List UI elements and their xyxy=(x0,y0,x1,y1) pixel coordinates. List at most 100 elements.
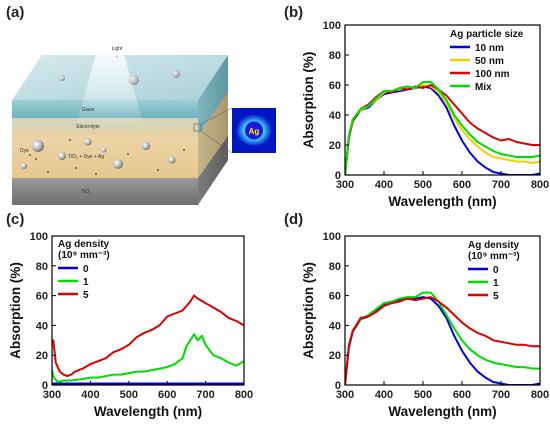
y-tick-label: 60 xyxy=(36,291,48,303)
legend-title: (10⁹ mm⁻³) xyxy=(468,251,520,262)
legend-entry: 0 xyxy=(493,265,499,276)
zoom-line xyxy=(200,130,233,154)
y-axis-label: Absorption (%) xyxy=(301,52,316,149)
x-tick-label: 800 xyxy=(531,179,549,191)
label-tio2-dye-ag: TiO₂ + Dye + Ag xyxy=(68,154,104,160)
legend-entry: 1 xyxy=(493,278,499,289)
x-tick-label: 700 xyxy=(492,389,510,401)
y-tick-label: 40 xyxy=(329,110,341,122)
ag-particle xyxy=(101,147,107,153)
ag-particle xyxy=(21,163,27,169)
layer-tio2-dye-ag xyxy=(12,135,198,178)
panel-d: (d) 300 400 500 600 700 800 0 20 40 60 80 100 Wavele… xyxy=(284,211,549,419)
cell-side-glass xyxy=(198,55,228,135)
cell-side-base xyxy=(198,136,228,205)
plot-frame xyxy=(51,235,245,386)
dye-molecules xyxy=(29,139,185,175)
panel-label-d: (d) xyxy=(284,211,303,228)
series-group xyxy=(345,291,540,385)
y-tick-label: 20 xyxy=(329,140,341,152)
y-tick-label: 20 xyxy=(329,350,341,362)
y-tick-label: 100 xyxy=(323,20,341,32)
x-axis-label: Wavelength (nm) xyxy=(94,404,202,419)
series-line-1 xyxy=(52,333,244,383)
y-tick-label: 0 xyxy=(42,380,48,392)
legend-entry: 5 xyxy=(493,291,499,302)
ag-particle xyxy=(32,140,44,152)
x-axis-label: Wavelength (nm) xyxy=(388,404,496,419)
ag-particle xyxy=(129,75,139,85)
legend-entry: 50 nm xyxy=(475,56,504,67)
panel-b: (b) 300 400 500 600 700 800 0 20 40 60 80 100 Wavele… xyxy=(284,4,549,209)
ag-sphere-core xyxy=(245,121,263,140)
series-line-1 xyxy=(345,291,540,385)
ag-particle xyxy=(113,159,123,169)
x-tick-label: 300 xyxy=(336,389,354,401)
label-ag: Ag xyxy=(249,127,260,136)
x-tick-label: 300 xyxy=(43,389,61,401)
y-tick-label: 0 xyxy=(335,170,341,182)
light-arrow-icon: ↓ xyxy=(116,53,119,59)
y-tick-label: 80 xyxy=(329,50,341,62)
x-tick-label: 600 xyxy=(158,389,176,401)
legend-entry: Mix xyxy=(475,82,492,93)
x-tick-label: 500 xyxy=(414,179,432,191)
y-axis-label: Absorption (%) xyxy=(8,262,23,359)
panel-label-b: (b) xyxy=(284,4,303,21)
ag-particle xyxy=(84,138,92,146)
zoom-line xyxy=(200,107,233,125)
x-tick-label: 700 xyxy=(196,389,214,401)
ag-particle xyxy=(58,152,66,160)
x-tick-label: 500 xyxy=(414,389,432,401)
y-tick-label: 40 xyxy=(36,320,48,332)
series-group xyxy=(52,294,244,385)
y-tick-label: 40 xyxy=(329,320,341,332)
series-line-5 xyxy=(345,296,540,385)
label-glass: Glass xyxy=(82,107,95,113)
series-line-Mix xyxy=(345,81,540,175)
panel-c: (c) 300 400 500 600 700 800 0 20 40 60 80 100 Wavele… xyxy=(6,211,253,419)
legend-entry: 10 nm xyxy=(475,43,504,54)
label-dye: Dye xyxy=(20,148,29,154)
x-tick-label: 500 xyxy=(120,389,138,401)
legend-entry: 0 xyxy=(83,264,89,275)
plot-frame xyxy=(344,235,541,386)
x-tick-label: 400 xyxy=(375,179,393,191)
x-tick-label: 800 xyxy=(235,389,253,401)
series-group xyxy=(345,81,540,175)
ag-particle xyxy=(59,75,65,81)
legend-entry: 100 nm xyxy=(475,69,510,80)
ag-particle xyxy=(142,142,150,150)
x-tick-label: 600 xyxy=(453,179,471,191)
y-tick-label: 60 xyxy=(329,80,341,92)
y-axis-label: Absorption (%) xyxy=(301,262,316,359)
panel-a: (a) xyxy=(6,4,276,205)
layer-tio2-base xyxy=(12,178,198,205)
legend-title: Ag density xyxy=(468,240,520,251)
x-tick-label: 300 xyxy=(336,179,354,191)
y-tick-label: 80 xyxy=(329,261,341,273)
plot-frame xyxy=(344,24,541,176)
x-tick-label: 400 xyxy=(81,389,99,401)
zoom-box xyxy=(193,123,202,132)
x-tick-label: 700 xyxy=(492,179,510,191)
light-beam xyxy=(75,40,145,130)
series-line-5 xyxy=(52,294,244,378)
label-electrolyte: Electrolyte xyxy=(76,124,100,130)
solar-cell-illustration: Light ↓ Glass Electrolyte TiO₂ + Dye + A… xyxy=(12,40,276,205)
y-tick-label: 100 xyxy=(323,231,341,243)
y-tick-label: 100 xyxy=(30,231,48,243)
legend-entry: 1 xyxy=(83,277,89,288)
panel-label-a: (a) xyxy=(6,4,24,21)
y-tick-label: 20 xyxy=(36,350,48,362)
ag-particle xyxy=(168,156,176,164)
legend-title: (10⁹ mm⁻³) xyxy=(58,250,110,261)
panel-label-c: (c) xyxy=(6,211,24,228)
legend-entry: 5 xyxy=(83,290,89,301)
y-tick-label: 80 xyxy=(36,261,48,273)
x-tick-label: 600 xyxy=(453,389,471,401)
ag-particle xyxy=(172,70,180,78)
y-tick-label: 0 xyxy=(335,380,341,392)
legend-title: Ag particle size xyxy=(450,29,524,40)
